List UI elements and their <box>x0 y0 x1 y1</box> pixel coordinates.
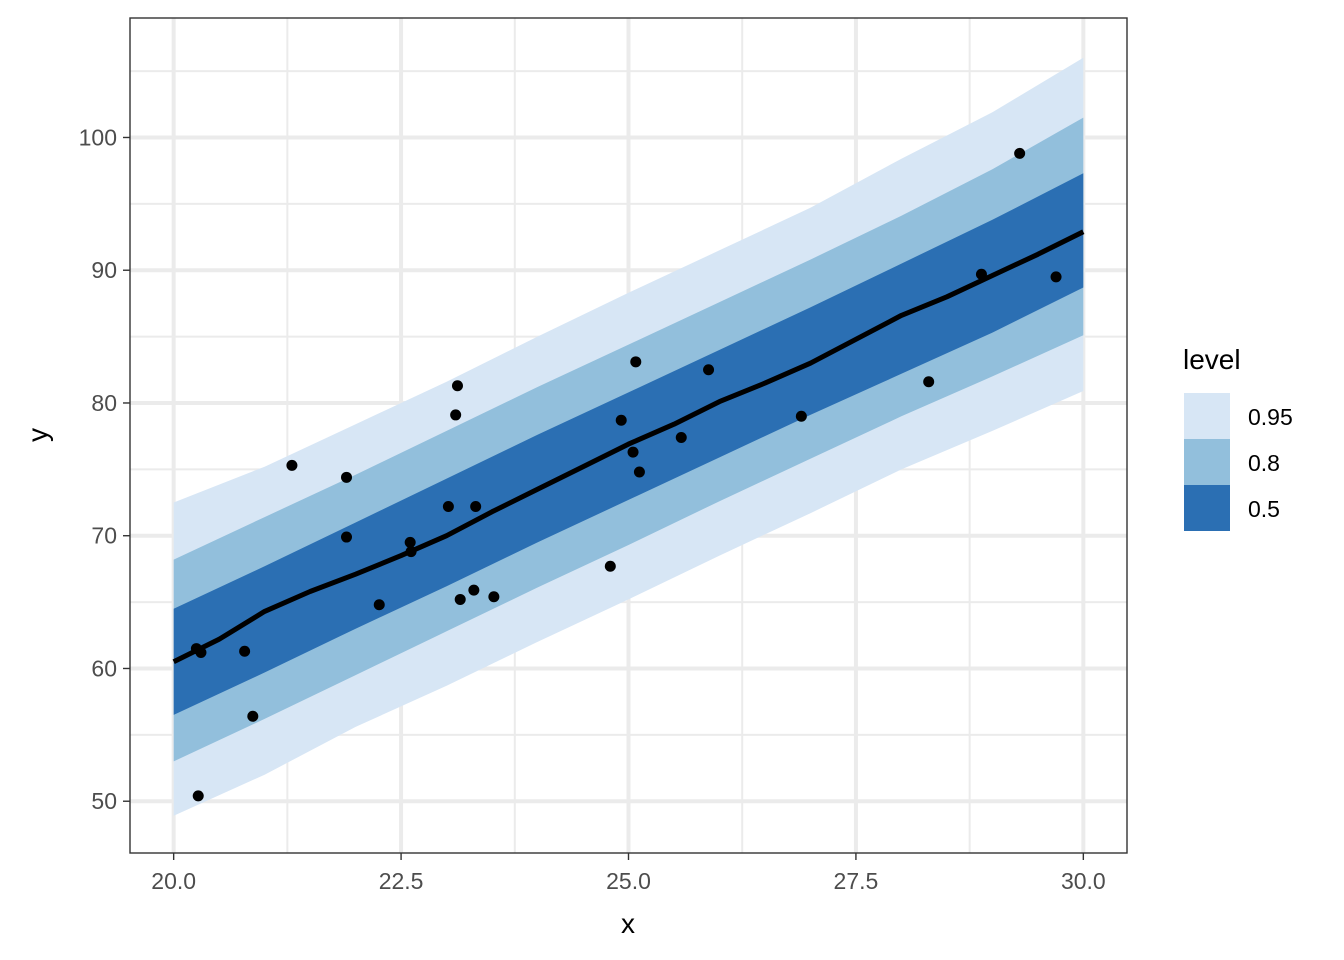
x-axis-title: x <box>621 908 635 939</box>
data-point <box>239 645 251 657</box>
y-tick-label: 70 <box>91 523 117 549</box>
data-point <box>675 431 687 443</box>
median-line-group <box>172 229 1085 665</box>
x-axis: 20.0 22.5 25.0 27.5 30.0 <box>151 853 1106 894</box>
legend-entry-1: 0.8 <box>1184 439 1280 485</box>
data-point <box>341 471 353 483</box>
x-tick-label: 25.0 <box>606 868 651 894</box>
y-axis-title: y <box>22 428 53 442</box>
y-tick-label: 90 <box>91 257 117 283</box>
data-point <box>627 446 639 458</box>
x-tick-label: 22.5 <box>379 868 424 894</box>
legend-key-2 <box>1184 485 1230 531</box>
data-point <box>975 268 987 280</box>
data-point <box>404 536 416 548</box>
y-tick-label: 80 <box>91 390 117 416</box>
data-point <box>633 466 645 478</box>
data-point <box>630 356 642 368</box>
data-point <box>286 459 298 471</box>
data-point <box>923 376 935 388</box>
y-tick-label: 60 <box>91 655 117 681</box>
x-tick-label: 27.5 <box>834 868 879 894</box>
data-point <box>470 501 482 513</box>
data-point <box>247 710 259 722</box>
x-tick-label: 30.0 <box>1061 868 1106 894</box>
data-point <box>1050 271 1062 283</box>
data-point <box>795 410 807 422</box>
legend-key-1 <box>1184 439 1230 485</box>
data-point <box>454 593 466 605</box>
x-tick-label: 20.0 <box>151 868 196 894</box>
median-line <box>172 229 1085 665</box>
legend-key-0 <box>1184 393 1230 439</box>
data-point <box>405 546 417 558</box>
legend-label-1: 0.8 <box>1248 450 1280 476</box>
data-point <box>341 531 353 543</box>
legend-label-0: 0.95 <box>1248 404 1293 430</box>
data-point <box>442 501 454 513</box>
data-point <box>468 584 480 596</box>
data-point <box>615 414 627 426</box>
data-point <box>195 647 207 659</box>
legend: level 0.95 0.8 0.5 <box>1183 344 1293 531</box>
legend-entry-2: 0.5 <box>1184 485 1280 531</box>
data-point <box>192 790 204 802</box>
data-point <box>450 409 462 421</box>
data-point <box>488 591 500 603</box>
y-tick-label: 50 <box>91 788 117 814</box>
y-tick-label: 100 <box>79 124 117 150</box>
y-axis: 50 60 70 80 90 100 <box>79 124 130 814</box>
legend-title: level <box>1183 344 1241 375</box>
data-point <box>1014 147 1026 159</box>
data-point <box>703 364 715 376</box>
legend-label-2: 0.5 <box>1248 496 1280 522</box>
data-points <box>190 147 1062 802</box>
data-point <box>373 599 385 611</box>
data-point <box>604 560 616 572</box>
data-point <box>451 380 463 392</box>
legend-entry-0: 0.95 <box>1184 393 1293 439</box>
